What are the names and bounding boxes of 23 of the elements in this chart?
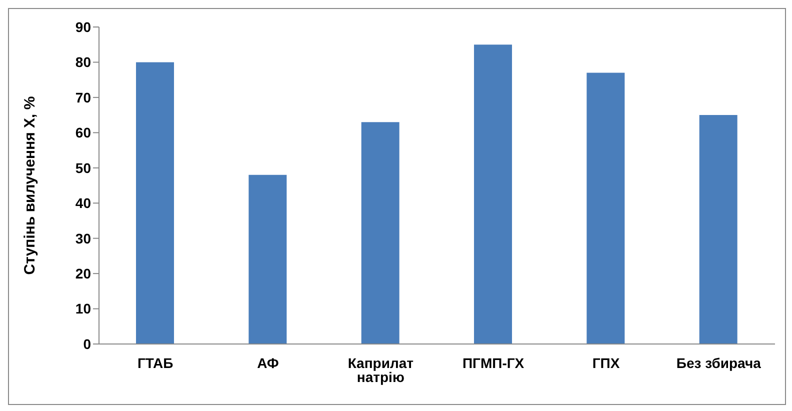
x-tick-label: АФ	[257, 354, 279, 371]
x-tick-label: Без збирача	[676, 354, 762, 371]
x-tick-label: ГПХ	[592, 354, 620, 371]
bar	[136, 62, 174, 344]
x-tick-label: ПГМП-ГХ	[462, 354, 525, 371]
bar	[699, 115, 738, 344]
y-tick-label: 80	[75, 54, 92, 70]
bar	[474, 44, 512, 344]
y-tick-label: 10	[75, 300, 92, 317]
y-tick-label: 40	[75, 195, 92, 212]
y-tick-label: 70	[75, 89, 92, 106]
y-tick-label: 60	[75, 124, 92, 141]
y-tick-label: 0	[83, 336, 92, 352]
x-tick-label: ГТАБ	[137, 354, 174, 371]
y-tick-label: 20	[75, 266, 92, 282]
y-tick-label: 30	[75, 230, 92, 246]
bar	[248, 174, 287, 344]
y-tick-label: 90	[75, 18, 92, 35]
y-axis-title: Ступінь вилучення X, %	[21, 96, 38, 275]
bar	[361, 122, 400, 344]
x-tick-label: Каприлат натрію	[348, 354, 414, 385]
y-tick-label: 50	[75, 160, 92, 176]
bar	[586, 72, 625, 344]
